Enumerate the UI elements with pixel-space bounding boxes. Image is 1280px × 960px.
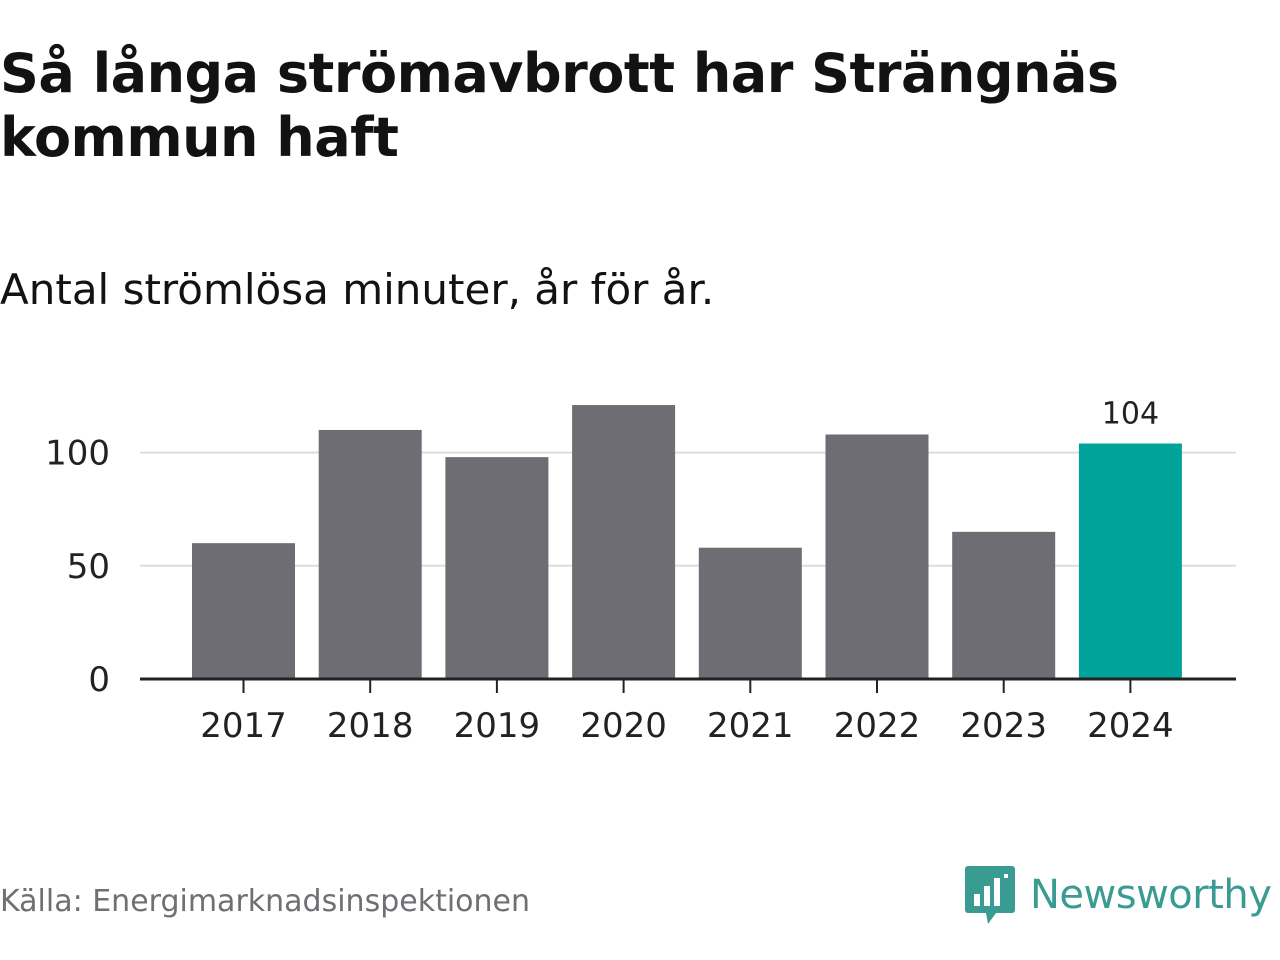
bars <box>192 405 1182 679</box>
bar-2020 <box>572 405 676 679</box>
x-tick-label-2019: 2019 <box>454 706 541 746</box>
gridlines <box>140 451 1236 567</box>
x-tick-label-2018: 2018 <box>327 706 414 746</box>
chart-subtitle: Antal strömlösa minuter, år för år. <box>0 265 715 314</box>
labels: 0 50 100 2017 2018 2019 2020 2021 2022 2023 2024 10… <box>45 397 1174 746</box>
x-tick-label-2021: 2021 <box>707 706 794 746</box>
y-tick-label-100: 100 <box>45 434 110 474</box>
brand-name: Newsworthy <box>1030 872 1272 918</box>
x-tick-label-2023: 2023 <box>960 706 1047 746</box>
chart-title: Så långa strömavbrott har Strängnäs komm… <box>0 42 1119 169</box>
x-tick-label-2024: 2024 <box>1087 706 1174 746</box>
y-tick-label-0: 0 <box>88 660 110 700</box>
bar-2017 <box>192 543 295 679</box>
brand-logo: Newsworthy <box>964 864 1272 926</box>
bar-2021 <box>698 547 802 679</box>
data-label-2024: 104 <box>1102 397 1159 432</box>
x-tick-label-2017: 2017 <box>200 706 287 746</box>
bar-2024 <box>1078 443 1182 679</box>
bar-2023 <box>952 531 1056 679</box>
bar-chart: 0 50 100 2017 2018 2019 2020 2021 2022 2023 2024 10… <box>45 397 1236 746</box>
x-tick-label-2022: 2022 <box>834 706 921 746</box>
bar-2019 <box>445 457 549 679</box>
source-note: Källa: Energimarknadsinspektionen <box>0 884 531 919</box>
x-tick-label-2020: 2020 <box>580 706 667 746</box>
y-tick-label-50: 50 <box>67 547 110 587</box>
bar-2022 <box>825 434 929 679</box>
axes <box>140 677 1236 693</box>
newsworthy-logo-icon <box>965 866 1015 924</box>
bar-2018 <box>318 429 422 679</box>
